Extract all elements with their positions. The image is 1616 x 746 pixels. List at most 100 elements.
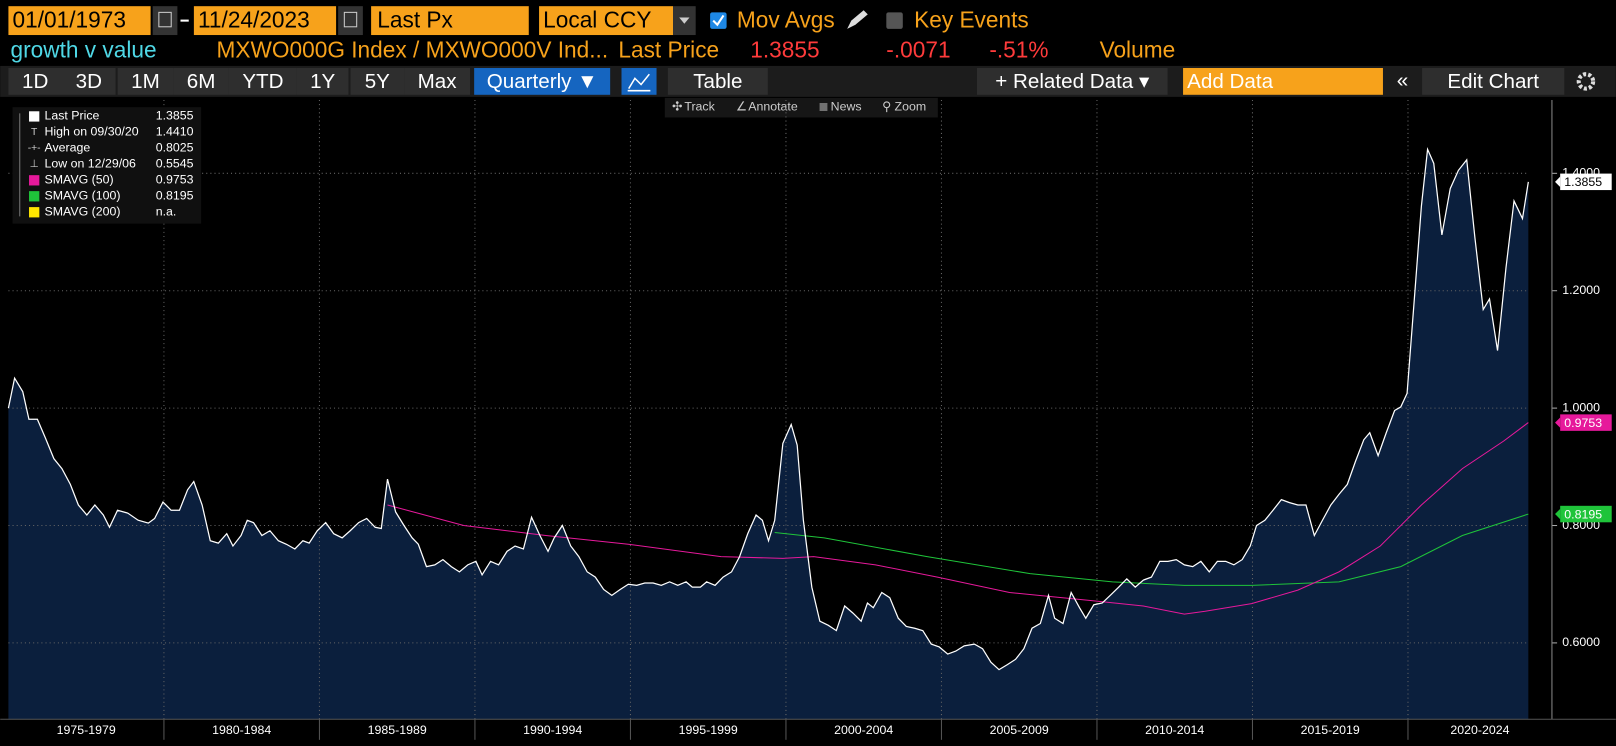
last-value-tag (1560, 173, 1612, 191)
legend-name: SMAVG (100) (44, 189, 120, 203)
change: -.0071 (886, 37, 950, 63)
chart-title: growth v value (10, 37, 156, 63)
security: MXWO000G Index / MXWO000V Ind... (217, 37, 609, 63)
button-label: 6M (187, 70, 216, 93)
x-tick-label: 2015-2019 (1301, 723, 1360, 737)
collapse-icon[interactable]: « (1397, 69, 1408, 92)
button[interactable] (8, 68, 62, 95)
currency: Local CCY (543, 7, 651, 33)
button[interactable] (173, 68, 229, 95)
tool-label[interactable]: Track (684, 99, 715, 113)
button-label: 5Y (365, 70, 390, 93)
last-value-label: 0.9753 (1564, 416, 1602, 430)
button[interactable] (976, 68, 1168, 95)
button[interactable] (667, 68, 768, 95)
tool-icon: ⚲ (882, 99, 891, 113)
legend-glyph: T (31, 127, 38, 138)
x-tick-label: 1990-1994 (523, 723, 582, 737)
area (8, 149, 1529, 720)
legend: Last Price 1.3855 T High on 09/30/20 1.4410 -… (19, 109, 194, 219)
legend-name: Low on 12/29/06 (44, 157, 136, 171)
y-tick-label: 0.6000 (1562, 635, 1600, 649)
dropdown-arrow (679, 17, 690, 24)
calendar-glyph (158, 11, 172, 28)
legend-name: Average (44, 141, 90, 155)
legend-name: Last Price (44, 109, 99, 123)
button-label: + Related Data ▾ (995, 70, 1150, 93)
legend-value: 0.8195 (156, 189, 194, 203)
button[interactable] (228, 68, 297, 95)
mov-avgs-checkbox[interactable] (710, 12, 727, 29)
legend-glyph: ⊥ (30, 159, 39, 170)
field-label: Last Price (618, 37, 719, 63)
last-value-tag (1560, 414, 1612, 431)
legend-swatch (29, 175, 40, 186)
last-value-label: 1.3855 (1564, 175, 1602, 189)
check (712, 14, 725, 27)
calendar-icon[interactable] (338, 6, 363, 36)
end-date-field[interactable] (193, 6, 337, 36)
last-price: 1.3855 (750, 37, 819, 63)
button-label: YTD (242, 70, 283, 93)
button-label: Quarterly ▼ (487, 70, 598, 93)
legend-value: 0.5545 (156, 157, 194, 171)
tools-bar (664, 97, 938, 118)
button[interactable] (1183, 68, 1383, 95)
mov-avgs-label[interactable]: Mov Avgs (737, 7, 835, 33)
button[interactable] (62, 68, 116, 95)
button-label: Table (693, 70, 742, 93)
y-tick-label: 1.0000 (1562, 400, 1600, 414)
key-events-checkbox[interactable] (886, 12, 903, 29)
button-label: Edit Chart (1447, 70, 1539, 93)
tool-icon: ✣ (672, 99, 682, 113)
tool-icon: ∠ (736, 99, 747, 113)
x-tick-label: 2005-2009 (990, 723, 1049, 737)
key-events-label[interactable]: Key Events (914, 7, 1029, 33)
legend-name: SMAVG (50) (44, 173, 113, 187)
button[interactable] (404, 68, 471, 95)
tool-label[interactable]: Zoom (895, 99, 927, 113)
x-tick-label: 2000-2004 (834, 723, 893, 737)
series-line (774, 513, 1529, 586)
currency-select[interactable] (539, 6, 674, 36)
settings-icon[interactable] (1576, 72, 1596, 91)
last-value-pointer (1555, 508, 1561, 520)
button-label: Max (418, 70, 458, 93)
field: Last Px (377, 7, 453, 33)
last-value-pointer (1555, 417, 1561, 428)
x-tick-label: 2010-2014 (1145, 723, 1204, 737)
button[interactable] (350, 68, 405, 95)
legend-glyph: -+- (28, 143, 41, 154)
button[interactable] (296, 68, 349, 95)
button[interactable] (1422, 68, 1565, 95)
tool-label[interactable]: Annotate (748, 99, 798, 113)
x-tick-label: 1980-1984 (212, 723, 271, 737)
pencil-icon[interactable] (847, 10, 868, 29)
end-date: 11/24/2023 (198, 7, 310, 33)
legend-name: SMAVG (200) (44, 205, 120, 219)
button-label: 1Y (310, 70, 335, 93)
legend-swatch (29, 191, 40, 202)
start-date-field[interactable] (8, 6, 151, 36)
button[interactable] (474, 68, 611, 95)
tool-label[interactable]: News (831, 99, 862, 113)
tool-group: ✣ Track ∠ Annotate ≣ News ⚲ Zoom (672, 99, 926, 113)
legend-value: 0.9753 (156, 173, 194, 187)
tool-icon: ≣ (818, 99, 828, 113)
pct-change: -.51% (989, 37, 1048, 63)
calendar-icon[interactable] (152, 6, 178, 36)
calendar-glyph (343, 11, 358, 28)
button-label: 3D (76, 70, 102, 93)
chart-icon (627, 73, 651, 92)
dash (180, 19, 189, 22)
legend-value: 1.4410 (156, 125, 194, 139)
legend-swatch (29, 207, 40, 218)
field-select[interactable] (371, 6, 529, 36)
x-tick-label: 1985-1989 (368, 723, 427, 737)
legend-box (12, 107, 202, 224)
legend-value: 0.8025 (156, 141, 194, 155)
last-value-tag (1560, 505, 1612, 523)
button[interactable] (117, 68, 174, 95)
